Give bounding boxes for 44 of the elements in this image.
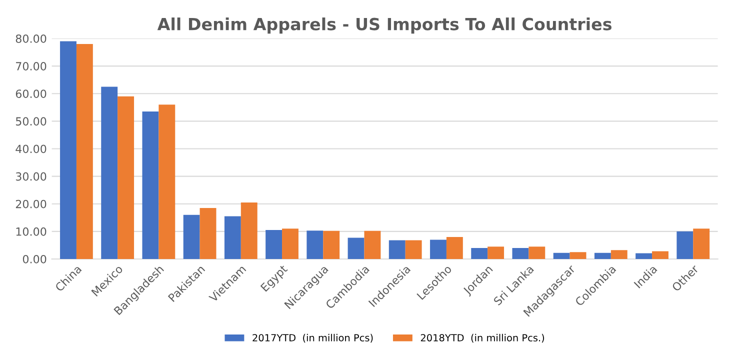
bar <box>183 214 200 259</box>
bar <box>76 44 93 259</box>
bar <box>306 230 324 259</box>
bar <box>240 202 258 259</box>
bar <box>224 216 241 259</box>
bar <box>200 208 216 259</box>
bar <box>528 246 546 259</box>
bar <box>142 112 159 259</box>
bar <box>405 240 422 259</box>
bar <box>693 228 710 259</box>
bar <box>60 41 76 259</box>
y-tick-label: 0.00 <box>22 254 46 264</box>
bar <box>101 86 118 259</box>
y-tick-label: 30.00 <box>16 172 46 181</box>
legend-label: 2018YTD (in million Pcs.) <box>420 334 544 343</box>
bar <box>348 238 364 259</box>
bar <box>512 248 529 259</box>
y-tick-label: 20.00 <box>16 200 46 208</box>
bar <box>471 248 488 259</box>
bar <box>636 253 652 259</box>
bar <box>118 96 134 259</box>
y-tick-label: 50.00 <box>16 117 46 126</box>
bar <box>282 228 298 259</box>
bar <box>430 240 446 259</box>
bar <box>676 231 694 259</box>
bar <box>652 251 668 259</box>
y-tick-label: 70.00 <box>16 62 46 70</box>
bar <box>553 252 570 259</box>
y-tick-label: 80.00 <box>16 34 46 43</box>
y-tick-label: 40.00 <box>16 144 46 154</box>
bar <box>266 230 282 259</box>
bar <box>323 230 340 259</box>
bar <box>488 246 504 259</box>
y-tick-label: 10.00 <box>16 227 46 236</box>
bar <box>364 230 381 259</box>
bar <box>610 250 628 259</box>
bar <box>594 252 611 259</box>
legend-label: 2017YTD (in million Pcs) <box>252 334 373 343</box>
bar <box>388 240 406 259</box>
y-tick-label: 60.00 <box>16 90 46 98</box>
bar <box>158 104 176 259</box>
bar <box>446 236 463 259</box>
bar <box>570 252 586 259</box>
chart-title: All Denim Apparels - US Imports To All Countries <box>157 18 612 34</box>
